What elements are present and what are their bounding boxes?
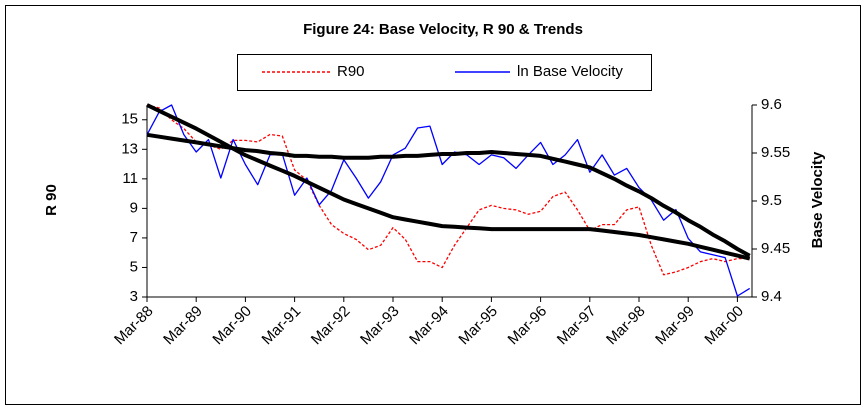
y-tick-label: 15 xyxy=(121,111,138,128)
y-tick-label: 3 xyxy=(130,288,138,305)
y-tick-label: 13 xyxy=(121,140,138,157)
y2-tick-label: 9.45 xyxy=(761,240,790,257)
y-tick-label: 7 xyxy=(130,229,138,246)
legend-label: ln Base Velocity xyxy=(517,63,623,80)
legend-box xyxy=(237,54,652,91)
chart-title: Figure 24: Base Velocity, R 90 & Trends xyxy=(303,21,583,38)
series-line xyxy=(146,104,750,276)
y2-tick-label: 9.55 xyxy=(761,144,790,161)
legend-label: R90 xyxy=(337,63,365,80)
trend-line xyxy=(146,103,751,261)
y2-tick-label: 9.5 xyxy=(761,192,782,209)
y2-axis-title: Base Velocity xyxy=(809,151,826,248)
y-tick-label: 11 xyxy=(122,170,138,187)
trend-line xyxy=(146,132,751,258)
y-tick-label: 9 xyxy=(130,199,138,216)
y-tick-label: 5 xyxy=(130,258,138,275)
y2-tick-label: 9.4 xyxy=(761,288,782,305)
y2-tick-label: 9.6 xyxy=(761,96,782,113)
y-axis-title: R 90 xyxy=(43,184,60,216)
